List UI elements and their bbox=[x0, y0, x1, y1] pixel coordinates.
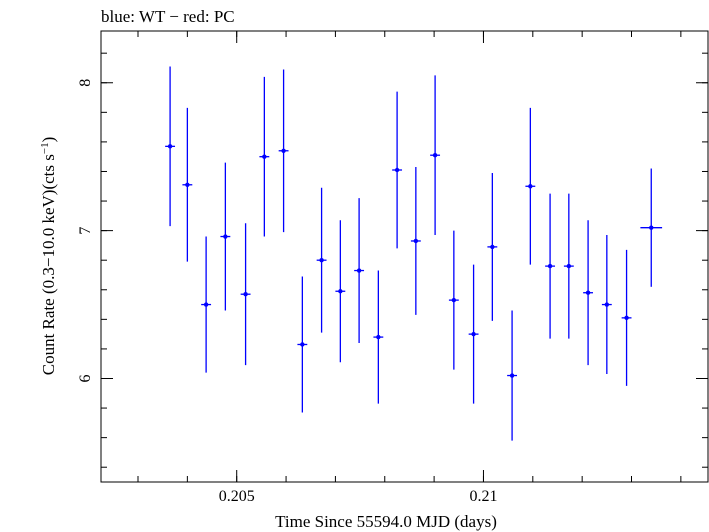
data-point bbox=[601, 235, 612, 375]
data-point bbox=[373, 270, 384, 404]
data-marker bbox=[394, 167, 400, 173]
data-point bbox=[201, 236, 212, 373]
data-point bbox=[448, 230, 459, 370]
data-marker bbox=[547, 263, 553, 269]
data-marker bbox=[624, 315, 629, 321]
data-point bbox=[259, 76, 270, 237]
data-point bbox=[297, 276, 308, 413]
data-marker bbox=[203, 302, 209, 307]
y-tick-label: 7 bbox=[77, 227, 94, 235]
data-point bbox=[487, 172, 498, 321]
data-marker bbox=[376, 334, 381, 340]
data-point bbox=[278, 69, 289, 233]
data-point bbox=[335, 220, 346, 363]
data-point bbox=[507, 310, 518, 441]
data-marker bbox=[649, 225, 654, 230]
data-marker bbox=[490, 244, 495, 250]
y-tick-label: 6 bbox=[77, 374, 94, 382]
tick-labels: 0.205 0.21 6 7 8 bbox=[77, 79, 497, 505]
y-axis-label-superscript: −1 bbox=[39, 142, 51, 154]
y-axis-label-main: Count Rate (0.3−10.0 keV)(cts s bbox=[39, 154, 58, 375]
plot-frame bbox=[100, 30, 709, 483]
data-point bbox=[563, 193, 574, 339]
y-axis-label: Count Rate (0.3−10.0 keV)(cts s−1) bbox=[39, 137, 58, 376]
chart-title: blue: WT − red: PC bbox=[101, 7, 235, 26]
y-axis-label-close: ) bbox=[39, 137, 58, 143]
data-point bbox=[583, 220, 594, 366]
data-marker bbox=[432, 153, 438, 158]
x-tick-label: 0.205 bbox=[219, 488, 255, 505]
data-marker bbox=[300, 342, 305, 347]
data-point bbox=[410, 167, 421, 315]
axis-ticks bbox=[101, 31, 708, 482]
data-point bbox=[240, 223, 251, 366]
data-marker bbox=[262, 154, 267, 159]
data-marker bbox=[167, 144, 173, 149]
data-marker bbox=[585, 290, 591, 295]
data-points bbox=[165, 66, 663, 441]
data-marker bbox=[509, 373, 515, 378]
x-axis-label: Time Since 55594.0 MJD (days) bbox=[275, 512, 497, 531]
data-point bbox=[354, 198, 365, 344]
data-point bbox=[545, 193, 556, 339]
data-marker bbox=[604, 302, 610, 307]
data-marker bbox=[281, 148, 286, 153]
data-marker bbox=[413, 238, 419, 244]
data-point bbox=[165, 66, 176, 227]
data-point bbox=[392, 91, 403, 249]
data-point bbox=[220, 162, 231, 311]
data-marker bbox=[451, 297, 457, 303]
y-tick-label: 8 bbox=[77, 79, 94, 87]
data-point bbox=[525, 107, 536, 265]
data-point bbox=[468, 264, 479, 404]
data-marker bbox=[243, 292, 248, 297]
data-marker bbox=[471, 331, 476, 337]
data-marker bbox=[185, 182, 190, 187]
x-tick-label: 0.21 bbox=[469, 488, 497, 505]
data-marker bbox=[566, 263, 572, 269]
data-marker bbox=[528, 184, 533, 189]
data-marker bbox=[338, 289, 343, 294]
data-marker bbox=[319, 257, 324, 263]
data-point bbox=[621, 249, 632, 386]
data-point bbox=[316, 187, 327, 333]
data-point bbox=[640, 168, 663, 287]
data-point bbox=[182, 107, 193, 262]
data-marker bbox=[356, 268, 362, 273]
data-point bbox=[430, 75, 441, 236]
data-marker bbox=[223, 234, 228, 239]
